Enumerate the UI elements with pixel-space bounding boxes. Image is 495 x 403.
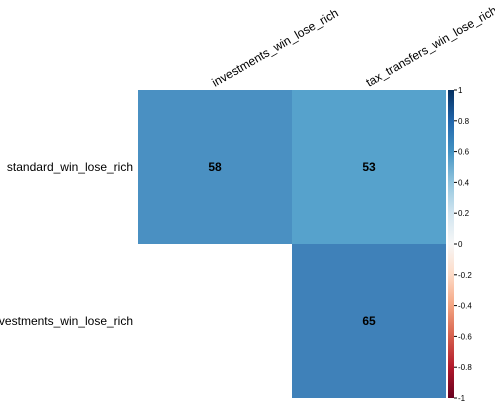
heatmap-cell [292,90,446,244]
colorbar-tick-label: 1 [458,86,463,95]
cell-value-label: 53 [362,160,376,174]
heatmap-cell [292,244,446,398]
colorbar-tick-label: -0.4 [458,302,472,311]
row-label: investments_win_lose_rich [0,314,133,328]
cell-value-label: 58 [208,160,222,174]
cell-value-label: 65 [362,314,376,328]
colorbar-tick-label: -0.6 [458,332,472,341]
column-label: investments_win_lose_rich [210,6,341,90]
colorbar-tick-label: -1 [458,394,466,403]
colorbar-tick-label: 0.6 [458,148,470,157]
colorbar-tick-label: 0.8 [458,117,470,126]
colorbar [448,90,454,398]
heatmap-cell [138,90,292,244]
colorbar-tick-label: -0.2 [458,271,472,280]
colorbar-tick-label: 0.2 [458,209,470,218]
colorbar-tick-label: -0.8 [458,363,472,372]
column-label: tax_transfers_win_lose_rich [364,3,495,89]
colorbar-tick-label: 0 [458,240,463,249]
row-label: standard_win_lose_rich [7,160,133,174]
colorbar-tick-label: 0.4 [458,178,470,187]
